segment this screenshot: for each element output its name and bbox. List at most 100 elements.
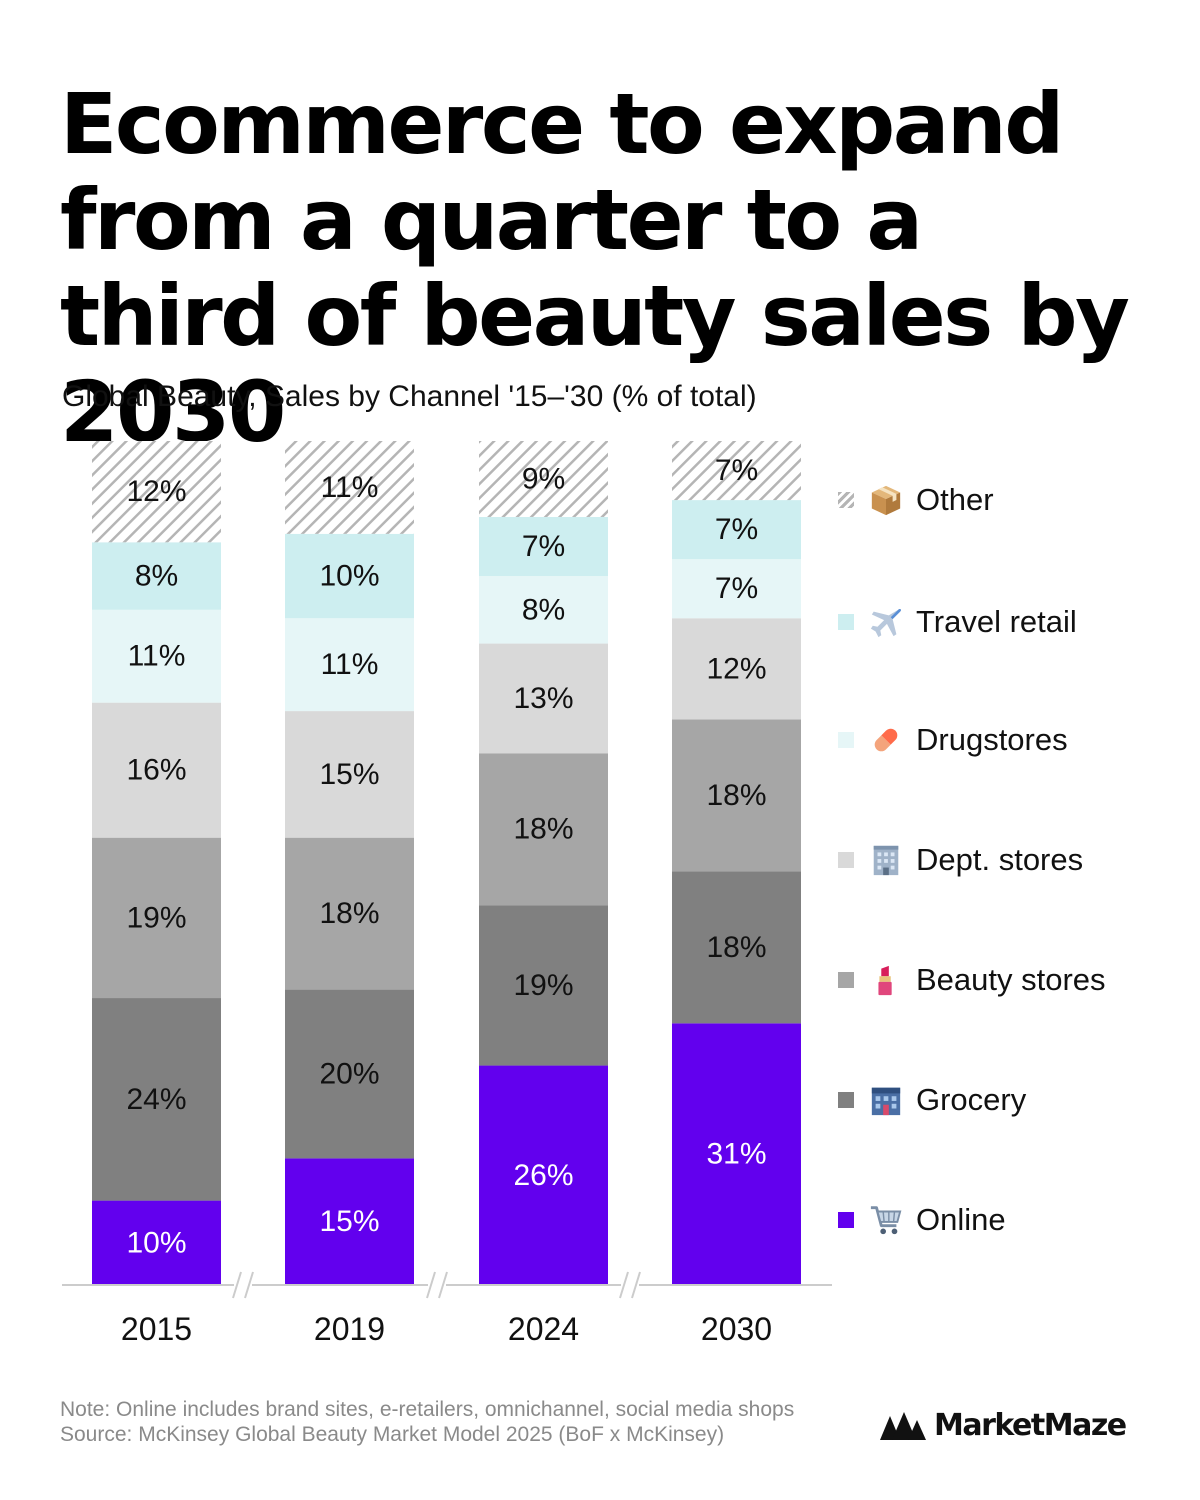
data-label: 15% xyxy=(319,1205,379,1238)
data-label: 9% xyxy=(522,462,565,495)
legend-item-online: Online xyxy=(838,1200,1006,1240)
data-label: 18% xyxy=(319,897,379,930)
bar-segment-travel-retail-2024 xyxy=(479,516,608,577)
legend-item-drugstores: Drugstores xyxy=(838,720,1068,760)
data-label: 11% xyxy=(321,471,379,504)
data-label: 19% xyxy=(513,969,573,1002)
bar-segment-dept-stores-2015 xyxy=(92,702,221,838)
legend-label: Online xyxy=(916,1202,1006,1237)
legend-swatch xyxy=(838,1092,854,1108)
x-tick-label: 2019 xyxy=(314,1311,385,1347)
data-label: 10% xyxy=(126,1226,186,1259)
bar-segment-drugstores-2015 xyxy=(92,609,221,703)
bar-segment-travel-retail-2019 xyxy=(285,533,414,619)
data-label: 8% xyxy=(522,593,565,626)
legend-label: Beauty stores xyxy=(916,962,1106,997)
bar-segment-other-2019 xyxy=(285,441,414,534)
data-label: 7% xyxy=(522,530,565,563)
bar-segment-grocery-2024 xyxy=(479,905,608,1066)
legend-swatch xyxy=(838,492,854,508)
data-label: 20% xyxy=(319,1058,379,1091)
bar-segment-beauty-stores-2019 xyxy=(285,837,414,990)
bar-segment-drugstores-2019 xyxy=(285,618,414,712)
legend-item-other: Other xyxy=(838,480,994,520)
bar-segment-grocery-2015 xyxy=(92,998,221,1201)
data-label: 15% xyxy=(319,758,379,791)
x-tick-label: 2024 xyxy=(508,1311,579,1347)
brand-name: MarketMaze xyxy=(934,1407,1127,1443)
bar-segment-online-2024 xyxy=(479,1065,608,1285)
bar-segment-online-2015 xyxy=(92,1200,221,1285)
data-label: 31% xyxy=(706,1138,766,1171)
bar-segment-other-2015 xyxy=(92,441,221,543)
data-label: 24% xyxy=(126,1083,186,1116)
axis-break-mark xyxy=(619,1271,641,1299)
bar-segment-grocery-2030 xyxy=(672,871,801,1024)
data-label: 19% xyxy=(126,901,186,934)
legend-swatch xyxy=(838,614,854,630)
chart-title: Ecommerce to expand from a quarter to a … xyxy=(60,75,1130,461)
bar-segment-other-2030 xyxy=(672,441,801,501)
bar-segment-drugstores-2024 xyxy=(479,576,608,644)
legend-item-dept-stores: Dept. stores xyxy=(838,840,1083,880)
office-building-icon xyxy=(868,842,904,878)
bar-segment-other-2024 xyxy=(479,441,608,517)
stacked-bar-chart: 10% 24% 19% 16% 11% 8% 12% 15% 20% 18% 15% 11% 10% 11… xyxy=(62,441,832,1347)
data-label: 12% xyxy=(706,652,766,685)
bar-segment-online-2019 xyxy=(285,1158,414,1285)
legend-swatch xyxy=(838,972,854,988)
legend-label: Drugstores xyxy=(916,722,1068,757)
legend-label: Grocery xyxy=(916,1082,1027,1117)
pill-icon xyxy=(868,722,904,758)
data-label: 8% xyxy=(135,560,178,593)
footer-note: Note: Online includes brand sites, e-ret… xyxy=(60,1398,795,1421)
data-label: 18% xyxy=(513,813,573,846)
legend-label: Travel retail xyxy=(916,604,1077,639)
legend-item-beauty-stores: Beauty stores xyxy=(838,960,1106,1000)
legend-item-grocery: Grocery xyxy=(838,1080,1026,1120)
bar-segment-dept-stores-2030 xyxy=(672,618,801,720)
data-label: 11% xyxy=(128,640,186,673)
chart-legend: Other Travel retail Drugstores Dept. stores… xyxy=(838,0,1178,1300)
bar-segment-beauty-stores-2030 xyxy=(672,719,801,872)
axis-break-mark xyxy=(232,1271,254,1299)
data-label: 26% xyxy=(513,1159,573,1192)
bar-segment-online-2030 xyxy=(672,1023,801,1285)
data-label: 7% xyxy=(715,454,758,487)
bar-segment-beauty-stores-2024 xyxy=(479,753,608,906)
x-tick-label: 2030 xyxy=(701,1311,772,1347)
footer-source: Source: McKinsey Global Beauty Market Mo… xyxy=(60,1423,725,1446)
bar-segment-dept-stores-2024 xyxy=(479,643,608,754)
bar-segment-travel-retail-2030 xyxy=(672,500,801,560)
legend-label: Other xyxy=(916,482,994,517)
bar-segment-drugstores-2030 xyxy=(672,559,801,619)
marketmaze-logo-icon xyxy=(880,1412,926,1440)
data-label: 16% xyxy=(126,754,186,787)
bar-segment-travel-retail-2015 xyxy=(92,542,221,610)
data-label: 18% xyxy=(706,779,766,812)
data-label: 12% xyxy=(126,475,186,508)
axis-break-mark xyxy=(426,1271,448,1299)
brand-lockup: MarketMaze xyxy=(880,1400,1127,1450)
legend-item-travel-retail: Travel retail xyxy=(838,602,1077,642)
grocery-building-icon xyxy=(868,1082,904,1118)
data-label: 13% xyxy=(513,682,573,715)
legend-swatch xyxy=(838,1212,854,1228)
data-label: 7% xyxy=(715,513,758,546)
data-label: 18% xyxy=(706,931,766,964)
airplane-icon xyxy=(868,604,904,640)
chart-subtitle: Global Beauty, Sales by Channel '15–'30 … xyxy=(62,380,757,413)
legend-swatch xyxy=(838,852,854,868)
data-label: 11% xyxy=(321,648,379,681)
package-icon xyxy=(868,482,904,518)
legend-label: Dept. stores xyxy=(916,842,1084,877)
data-label: 10% xyxy=(319,560,379,593)
legend-swatch xyxy=(838,732,854,748)
bar-segment-beauty-stores-2015 xyxy=(92,837,221,999)
shopping-cart-icon xyxy=(868,1202,904,1238)
x-tick-label: 2015 xyxy=(121,1311,192,1347)
data-label: 7% xyxy=(715,572,758,605)
lipstick-icon xyxy=(868,962,904,998)
bar-segment-dept-stores-2019 xyxy=(285,711,414,838)
bar-segment-grocery-2019 xyxy=(285,989,414,1159)
